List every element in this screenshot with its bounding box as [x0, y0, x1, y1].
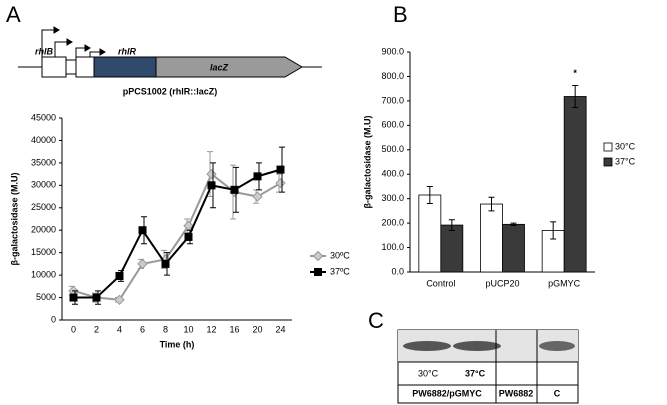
y-tick-label: 0.0	[391, 266, 404, 276]
legend-label: 30ºC	[330, 250, 350, 260]
y-tick-label: 300.0	[381, 193, 404, 203]
marker	[275, 177, 286, 189]
diagram-caption: pPCS1002 (rhlR::lacZ)	[123, 86, 218, 96]
error-bar	[448, 219, 455, 231]
y-tick-label: 500.0	[381, 144, 404, 154]
x-tick-label: 0	[71, 324, 76, 334]
y-tick-label: 400.0	[381, 169, 404, 179]
x-axis-label: Time (h)	[160, 339, 195, 349]
marker	[230, 185, 239, 194]
y-tick-label: 900.0	[381, 46, 404, 56]
marker	[137, 258, 148, 270]
marker	[276, 165, 285, 174]
legend-swatch	[603, 157, 613, 167]
x-tick-label: pUCP20	[485, 278, 519, 288]
legend-label: 30°C	[615, 141, 636, 151]
marker	[253, 172, 262, 181]
y-tick-label: 15000	[31, 247, 56, 257]
gene-label: rhlR	[118, 46, 137, 56]
legend-label: 37°C	[615, 156, 636, 166]
y-tick-label: 40000	[31, 135, 56, 145]
marker	[114, 294, 125, 306]
gene-diagram	[18, 26, 322, 78]
blot-lane: PW6882	[499, 388, 534, 398]
y-tick-label: 30000	[31, 180, 56, 190]
marker	[161, 259, 170, 268]
blot-temp: 30°C	[418, 368, 439, 378]
marker	[69, 293, 78, 302]
marker	[252, 191, 263, 202]
gene-label: lacZ	[210, 62, 229, 72]
legend-label: 37ºC	[330, 266, 350, 276]
blot-lane: PW6882/pGMYC	[412, 388, 482, 398]
x-tick-label: 12	[206, 324, 216, 334]
panel-letter: C	[368, 308, 384, 333]
line	[73, 168, 281, 299]
bar	[440, 224, 464, 273]
x-tick-label: 6	[140, 324, 145, 334]
y-tick-label: 10000	[31, 269, 56, 279]
y-tick-label: 20000	[31, 225, 56, 235]
bar	[563, 96, 587, 273]
x-tick-label: 24	[275, 324, 285, 334]
y-tick-label: 700.0	[381, 95, 404, 105]
y-axis-label: β-galactosidase (M.U)	[9, 172, 19, 265]
error-bar	[426, 185, 433, 205]
y-tick-label: 45000	[31, 112, 56, 122]
bar	[480, 203, 503, 273]
error-bar	[510, 222, 517, 227]
legend-swatch	[603, 142, 613, 152]
x-tick-label: 16	[229, 324, 239, 334]
line	[73, 172, 282, 301]
error-bar	[572, 84, 579, 108]
annotation: *	[573, 68, 577, 78]
error-bar	[488, 196, 495, 212]
bar	[418, 194, 442, 273]
marker	[314, 268, 322, 276]
panel-letter: A	[6, 2, 21, 27]
y-tick-label: 0	[51, 314, 56, 324]
bar	[502, 223, 525, 273]
x-tick-label: 2	[94, 324, 99, 334]
y-tick-label: 600.0	[381, 120, 404, 130]
marker	[138, 226, 147, 235]
y-tick-label: 5000	[36, 292, 56, 302]
x-tick-label: 10	[183, 324, 193, 334]
gene-label: rhlB	[35, 46, 54, 56]
x-tick-label: pGMYC	[548, 278, 581, 288]
x-tick-label: 20	[252, 324, 262, 334]
x-tick-label: 4	[117, 324, 122, 334]
marker	[92, 293, 101, 302]
y-tick-label: 200.0	[381, 217, 404, 227]
blot	[397, 329, 579, 404]
marker	[115, 272, 124, 281]
blot-temp: 37°C	[465, 368, 486, 378]
error-bar	[550, 221, 557, 240]
blot-lane: C	[554, 388, 561, 398]
y-tick-label: 35000	[31, 157, 56, 167]
y-axis-label: β-galactosidase (M.U)	[362, 115, 372, 208]
x-tick-label: Control	[426, 278, 455, 288]
panel-letter: B	[393, 2, 408, 27]
marker	[206, 168, 217, 180]
marker	[184, 232, 193, 241]
y-tick-label: 25000	[31, 202, 56, 212]
y-tick-label: 100.0	[381, 242, 404, 252]
x-tick-label: 8	[163, 324, 168, 334]
marker	[312, 250, 324, 262]
marker	[207, 181, 216, 190]
y-tick-label: 800.0	[381, 71, 404, 81]
